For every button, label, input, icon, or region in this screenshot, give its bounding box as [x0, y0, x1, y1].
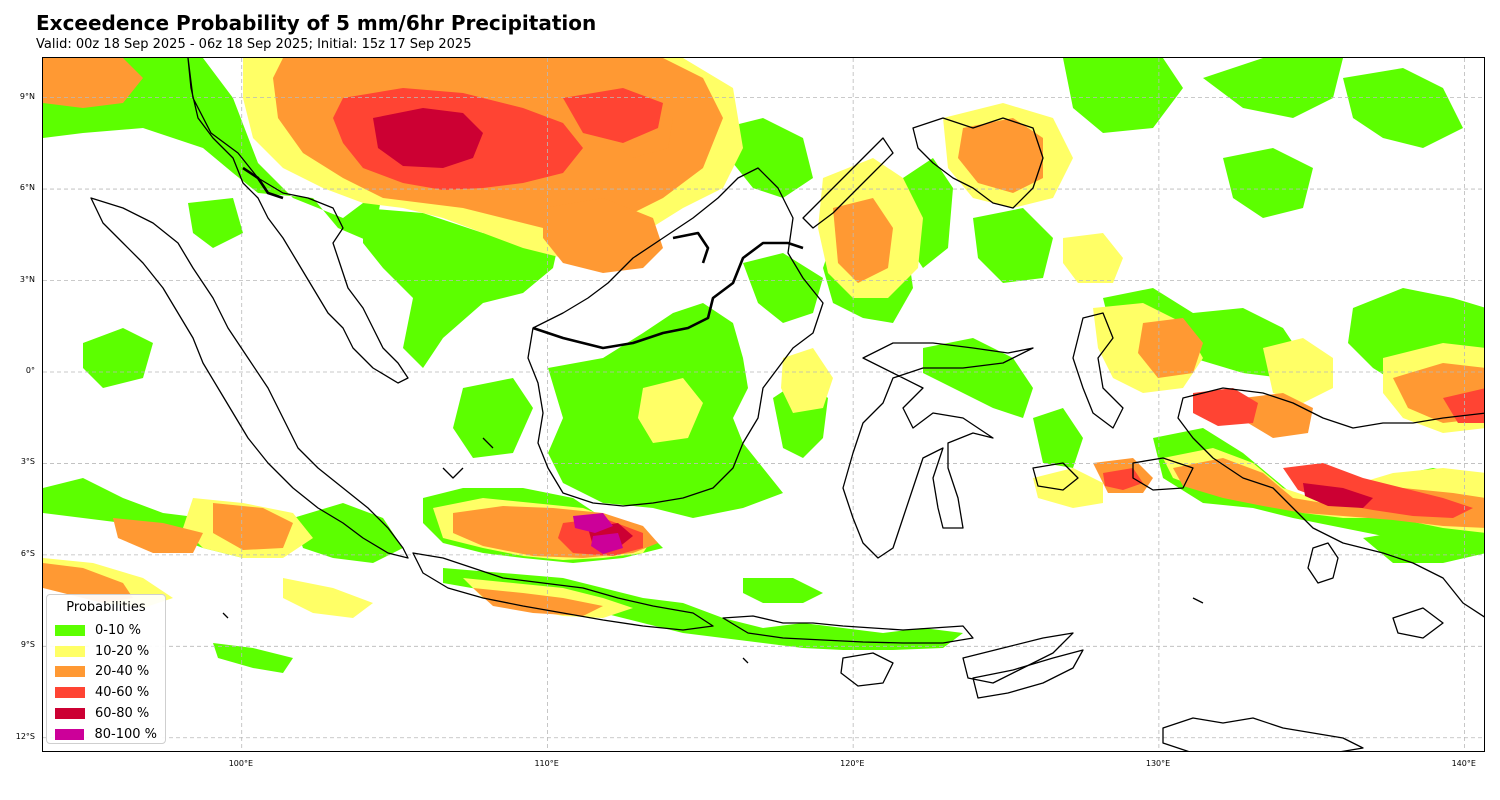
lat-tick-label: 3°S: [20, 457, 35, 467]
aru-islands-coast: [1307, 542, 1339, 584]
buru-coast: [1032, 462, 1079, 491]
legend-swatch: [55, 645, 85, 657]
legend-item-80-100: 80-100 %: [55, 724, 157, 745]
sumatra-coast: [90, 197, 409, 559]
lat-tick-label: 12°S: [15, 731, 35, 741]
precipitation-layer: [43, 58, 1484, 673]
sabah-border: [672, 231, 710, 264]
lon-tick-label: 120°E: [840, 759, 865, 768]
legend-label: 20-40 %: [95, 664, 150, 680]
seram-coast: [1132, 457, 1194, 491]
philippines-mindanao-coast: [912, 117, 1044, 209]
prob-80-100-areas: [573, 513, 623, 554]
sulawesi-coast: [842, 342, 1034, 559]
map-title: Exceedence Probability of 5 mm/6hr Preci…: [36, 11, 597, 35]
legend: Probabilities 0-10 % 10-20 % 20-40 % 40-…: [46, 594, 166, 744]
lon-tick-label: 100°E: [228, 759, 254, 768]
precipitation-map: [43, 58, 1484, 751]
kalimantan-border: [532, 241, 804, 350]
legend-swatch: [55, 687, 85, 699]
australia-coast: [1162, 717, 1364, 751]
malay-border: [242, 166, 284, 200]
java-coast: [412, 552, 714, 631]
borneo-coast: [527, 167, 824, 507]
legend-title: Probabilities: [66, 600, 146, 615]
legend-item-60-80: 60-80 %: [55, 703, 157, 724]
lon-tick-label: 130°E: [1145, 759, 1171, 768]
lat-tick-label: 6°S: [20, 548, 35, 558]
lon-tick-label: 110°E: [534, 759, 559, 768]
lat-tick-label: 9°S: [20, 640, 35, 650]
graticule: [43, 58, 1484, 751]
legend-label: 80-100 %: [94, 726, 157, 742]
malay-peninsula-coast: [187, 58, 409, 384]
lat-tick-label: 3°N: [19, 274, 35, 284]
legend-label: 0-10 %: [95, 622, 141, 638]
palawan-coast: [802, 137, 894, 229]
lon-tick-label: 140°E: [1451, 759, 1476, 768]
coastlines: [90, 58, 1484, 751]
legend-item-0-10: 0-10 %: [55, 620, 157, 641]
halmahera-coast: [1072, 312, 1124, 429]
legend-label: 10-20 %: [95, 643, 150, 659]
map-panel: [42, 57, 1485, 752]
legend-swatch: [55, 666, 85, 678]
sumba-coast: [840, 652, 894, 687]
lat-tick-label: 0°: [25, 365, 35, 375]
legend-swatch: [55, 624, 85, 636]
legend-label: 60-80 %: [95, 706, 150, 722]
bali-lombok-coast: [722, 615, 974, 644]
small-islands-coast: [222, 437, 1444, 664]
flores-timor-coast: [962, 632, 1074, 684]
legend-item-20-40: 20-40 %: [55, 662, 157, 683]
new-guinea-coast: [1177, 387, 1484, 618]
timor-coast: [972, 649, 1084, 699]
legend-item-10-20: 10-20 %: [55, 641, 157, 662]
legend-swatch: [55, 728, 85, 740]
legend-swatch: [55, 708, 85, 720]
lat-tick-label: 9°N: [19, 91, 35, 101]
legend-item-40-60: 40-60 %: [55, 682, 157, 703]
map-subtitle: Valid: 00z 18 Sep 2025 - 06z 18 Sep 2025…: [36, 37, 472, 52]
prob-60-80-areas: [373, 108, 1373, 548]
lat-tick-label: 6°N: [19, 183, 35, 193]
legend-label: 40-60 %: [95, 685, 150, 701]
